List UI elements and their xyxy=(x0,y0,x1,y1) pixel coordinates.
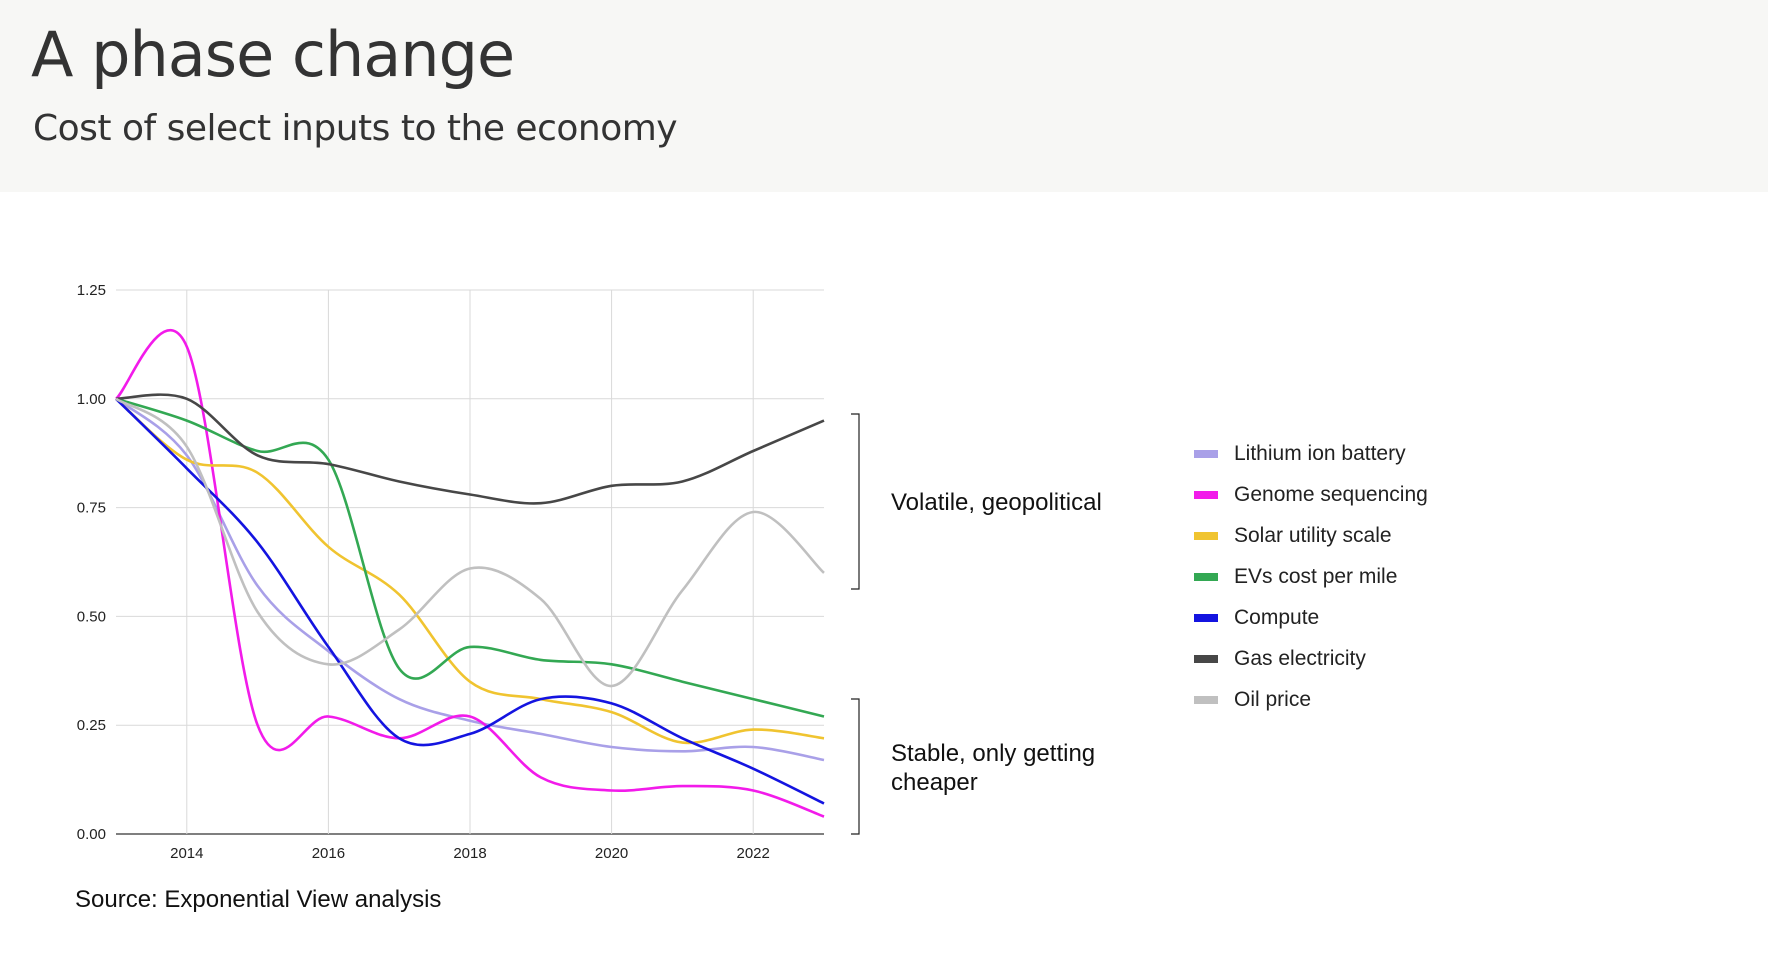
legend-label: Oil price xyxy=(1234,687,1312,711)
series-line-gas-electricity xyxy=(115,393,825,505)
chart-legend: Lithium ion battery Genome sequencing Sola… xyxy=(1194,433,1428,720)
legend-label: Lithium ion battery xyxy=(1234,441,1406,465)
chart-series xyxy=(115,328,825,818)
legend-label: Genome sequencing xyxy=(1234,482,1428,506)
legend-label: EVs cost per mile xyxy=(1234,564,1398,588)
header-banner: A phase change Cost of select inputs to … xyxy=(0,0,1768,192)
page-title: A phase change xyxy=(31,18,515,91)
x-tick-label: 2022 xyxy=(737,845,770,862)
series-line-compute xyxy=(115,397,825,805)
x-tick-label: 2016 xyxy=(312,845,345,862)
legend-item-evs-cost-per-mile: EVs cost per mile xyxy=(1194,556,1428,597)
chart-axes: 0.00 0.25 0.50 0.75 1.00 1.25 2014 2016 2018 2020… xyxy=(77,282,770,862)
x-tick-label: 2020 xyxy=(595,845,628,862)
x-tick-label: 2018 xyxy=(453,845,486,862)
y-tick-label: 0.50 xyxy=(77,608,106,625)
annotation-brackets xyxy=(851,413,860,835)
legend-swatch xyxy=(1194,531,1218,540)
series-line-genome-sequencing xyxy=(115,328,825,818)
y-tick-label: 1.25 xyxy=(77,282,106,299)
legend-item-oil-price: Oil price xyxy=(1194,679,1428,720)
y-tick-label: 0.00 xyxy=(77,826,106,843)
page-subtitle: Cost of select inputs to the economy xyxy=(33,108,678,149)
annotation-volatile: Volatile, geopolitical xyxy=(891,489,1102,516)
series-line-oil-price xyxy=(115,397,825,688)
legend-item-genome-sequencing: Genome sequencing xyxy=(1194,474,1428,515)
y-tick-label: 0.25 xyxy=(77,717,106,734)
series-line-evs-cost-per-mile xyxy=(115,397,825,718)
legend-item-gas-electricity: Gas electricity xyxy=(1194,638,1428,679)
legend-item-solar-utility-scale: Solar utility scale xyxy=(1194,515,1428,556)
legend-swatch xyxy=(1194,449,1218,458)
y-tick-label: 0.75 xyxy=(77,500,106,517)
legend-swatch xyxy=(1194,654,1218,663)
legend-label: Solar utility scale xyxy=(1234,523,1392,547)
series-line-lithium-ion-battery xyxy=(115,397,825,762)
legend-swatch xyxy=(1194,695,1218,704)
legend-item-compute: Compute xyxy=(1194,597,1428,638)
x-tick-label: 2014 xyxy=(170,845,203,862)
legend-item-lithium-ion-battery: Lithium ion battery xyxy=(1194,433,1428,474)
source-note: Source: Exponential View analysis xyxy=(75,886,442,913)
legend-label: Gas electricity xyxy=(1234,646,1366,670)
legend-swatch xyxy=(1194,490,1218,499)
volatile-bracket xyxy=(851,413,860,590)
legend-label: Compute xyxy=(1234,605,1320,629)
y-tick-label: 1.00 xyxy=(77,391,106,408)
stable-bracket xyxy=(851,698,860,835)
annotation-stable: Stable, only getting cheaper xyxy=(891,740,1096,796)
legend-swatch xyxy=(1194,613,1218,622)
legend-swatch xyxy=(1194,572,1218,581)
